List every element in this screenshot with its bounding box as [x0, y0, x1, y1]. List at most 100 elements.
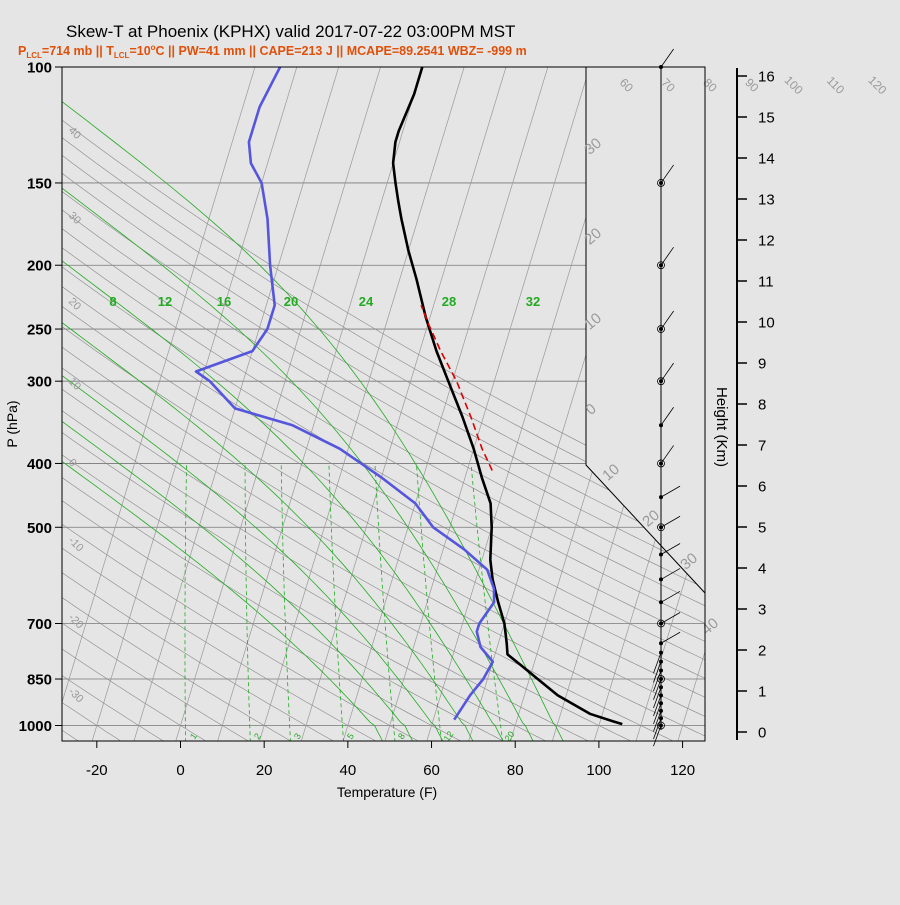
- dry-adiabat-line: [62, 500, 462, 741]
- isotherm-line: [62, 67, 256, 704]
- wind-level-marker: [657, 721, 665, 730]
- mask-area: [586, 67, 705, 741]
- sounding-series: [194, 67, 623, 726]
- isotherm-line: [217, 67, 423, 741]
- wind-barb-staff: [653, 652, 662, 674]
- dry-adiabat-line: [62, 648, 207, 741]
- wind-barb-staff: [653, 710, 662, 732]
- moist-adiabat-label: 24: [359, 294, 374, 309]
- height-tick-label: 10: [758, 315, 775, 332]
- isotherm-label: 30: [66, 210, 83, 227]
- isotherm-line: [259, 67, 465, 741]
- isotherm-label: -20: [66, 612, 86, 632]
- wind-level-marker: [657, 179, 665, 187]
- background-line-labels: 60708090100110120130140150160-30-20-1001…: [66, 73, 890, 743]
- wind-barb-staff: [660, 631, 681, 644]
- moist-adiabat-line: [62, 260, 504, 741]
- dry-adiabat-line: [62, 410, 632, 741]
- dry-adiabat-line: [62, 154, 705, 538]
- x-axis: -20 0 20 40 60 80 100 120: [86, 741, 695, 779]
- x-tick-label: 80: [507, 762, 524, 779]
- dry-adiabat-line: [62, 209, 705, 589]
- mixing-ratio-line: [280, 463, 291, 741]
- dry-adiabat-line: [62, 523, 419, 741]
- moist-adiabat-line: [62, 322, 474, 741]
- subtitle-t-value: =10: [129, 44, 150, 58]
- dry-adiabat-label: 40: [698, 615, 722, 639]
- dry-adiabat-line: [62, 597, 292, 741]
- mixing-ratio-lines: [184, 463, 504, 741]
- dry-adiabat-line: [62, 172, 705, 555]
- moist-adiabat-label: 16: [217, 294, 231, 309]
- isotherm-line: [91, 67, 298, 741]
- subtitle-rest: C || PW=41 mm || CAPE=213 J || MCAPE=89.…: [156, 44, 527, 58]
- wind-barb-staff: [660, 48, 674, 68]
- subtitle-t-symbol: T: [106, 44, 114, 58]
- wind-level-marker: [657, 459, 665, 468]
- wind-level-marker: [657, 523, 665, 532]
- y-tick-label: 100: [27, 60, 52, 77]
- wind-level-marker: [657, 261, 665, 270]
- wind-barb-staff: [653, 718, 662, 740]
- y-tick-label: 300: [27, 374, 52, 391]
- x-tick-label: 40: [340, 762, 357, 779]
- height-tick-label: 15: [758, 110, 775, 127]
- height-tick-label: 0: [758, 725, 766, 742]
- isotherm-line: [133, 67, 340, 741]
- dry-adiabat-line: [62, 477, 504, 741]
- dry-adiabat-line: [62, 572, 334, 741]
- dry-adiabat-line: [62, 547, 377, 741]
- wind-barb-staff: [660, 568, 681, 580]
- mixing-ratio-line: [374, 463, 396, 741]
- isotherm-label: 20: [66, 296, 83, 313]
- height-tick-label: 1: [758, 684, 766, 701]
- isotherm-label: 0: [66, 457, 79, 470]
- wind-barb-staff: [653, 687, 662, 709]
- isotherm-line: [719, 52, 900, 742]
- wind-barb-staff: [660, 590, 681, 603]
- mixing-ratio-line: [470, 463, 504, 741]
- moist-adiabat-line: [62, 101, 564, 741]
- moist-adiabat-label: 8: [109, 294, 116, 309]
- isotherm-line: [342, 67, 549, 741]
- isotherm-label: 40: [66, 125, 83, 142]
- dry-adiabat-line: [62, 326, 705, 698]
- mixing-ratio-label: 2: [252, 731, 263, 741]
- chart-subtitle: PLCL=714 mb || TLCL=10oC || PW=41 mm || …: [18, 43, 527, 60]
- wind-level-marker: [657, 377, 665, 386]
- wind-level-marker: [657, 619, 665, 628]
- mixing-ratio-label: 20: [503, 729, 517, 743]
- x-tick-label: 100: [586, 762, 611, 779]
- mixing-ratio-label: 12: [442, 729, 456, 743]
- dewpoint-line: [194, 67, 496, 721]
- wind-level-marker: [657, 325, 665, 333]
- height-tick-label: 3: [758, 602, 766, 619]
- moist-adiabat-line: [62, 460, 383, 741]
- dry-adiabat-line: [62, 137, 705, 522]
- height-tick-label: 2: [758, 643, 766, 660]
- wind-barb-staff: [653, 670, 662, 692]
- height-tick-label: 9: [758, 356, 766, 373]
- isotherm-label: 120: [865, 73, 889, 97]
- moist-adiabat-label: 28: [442, 294, 456, 309]
- x-axis-label: Temperature (F): [337, 784, 437, 800]
- y-tick-label: 400: [27, 456, 52, 473]
- dry-adiabat-lines: [62, 119, 705, 741]
- dry-adiabat-line: [62, 432, 589, 741]
- height-tick-label: 13: [758, 192, 775, 209]
- y-tick-label: 700: [27, 616, 52, 633]
- wind-barb-staff: [660, 407, 674, 426]
- y-tick-label: 250: [27, 322, 52, 339]
- y-axis-label: P (hPa): [4, 400, 20, 447]
- plot-frame: [61, 66, 706, 742]
- dry-adiabat-line: [62, 388, 674, 741]
- subtitle-p-value: =714 mb ||: [42, 44, 106, 58]
- isotherm-label: 100: [782, 73, 806, 97]
- isotherm-label: -30: [66, 686, 86, 706]
- dry-adiabat-line: [62, 454, 547, 741]
- wind-level-marker: [657, 675, 665, 683]
- height-tick-label: 8: [758, 397, 766, 414]
- y-tick-label: 850: [27, 672, 52, 689]
